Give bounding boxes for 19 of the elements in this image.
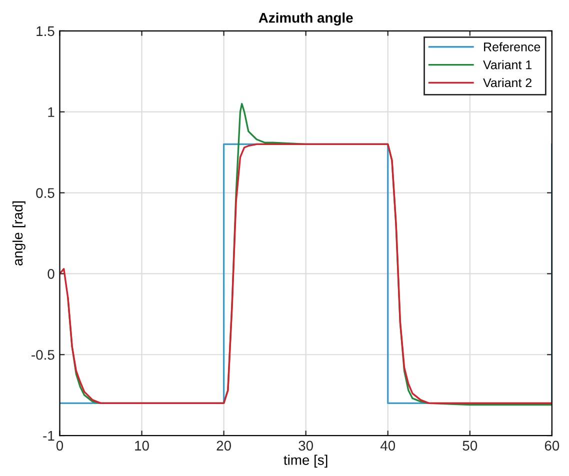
y-tick-label: 0.5 [36,188,54,198]
x-tick-label: 20 [216,440,231,451]
y-tick-label: 1.5 [36,26,54,36]
x-tick-label: 0 [56,440,64,451]
y-axis-title: angle [rad] [12,201,26,266]
y-tick-label: -1 [43,431,54,441]
x-tick-label: 40 [380,440,396,451]
x-tick-label: 10 [135,440,149,451]
legend-label: Reference [484,42,540,52]
x-tick-label: 60 [544,440,560,451]
x-tick-label: 30 [298,440,314,451]
legend-label: Variant 1 [483,60,532,70]
legend-label: Variant 2 [483,78,532,88]
x-tick-label: 50 [462,440,478,451]
chart-title: Azimuth angle [258,12,353,26]
y-tick-label: -0.5 [32,350,54,360]
y-tick-label: 1 [48,107,54,117]
y-tick-label: 0 [48,269,54,279]
x-axis-title: time [s] [284,454,328,468]
